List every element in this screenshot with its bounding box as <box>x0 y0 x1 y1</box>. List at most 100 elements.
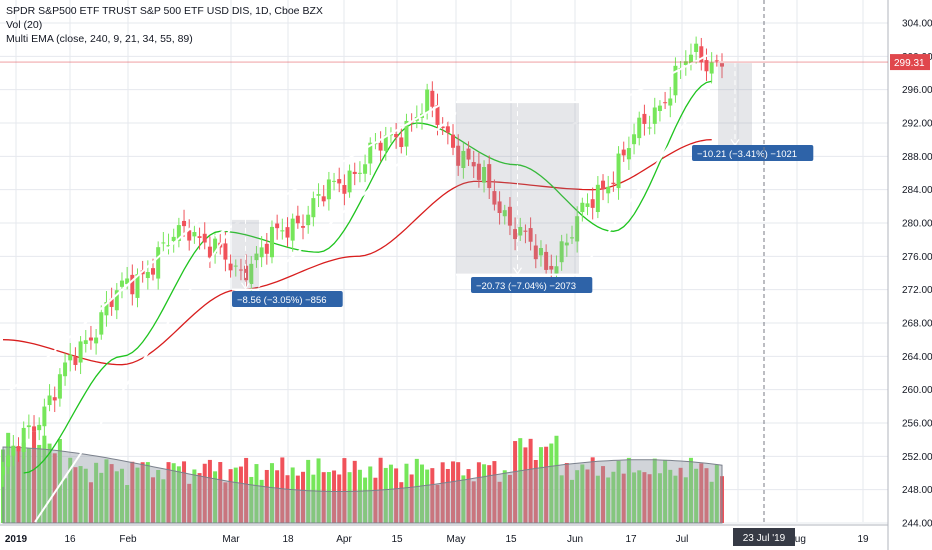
candle-body <box>606 186 611 194</box>
volume-bar <box>399 482 404 523</box>
volume-indicator-label[interactable]: Vol (20) <box>6 19 43 31</box>
volume-bar <box>83 468 88 523</box>
volume-bar <box>471 481 476 523</box>
drawings[interactable]: −8.56 (−3.05%) −856 −20.73 (−7.04%) −2073… <box>0 54 814 523</box>
volume-bar <box>295 475 300 523</box>
candle-body <box>497 201 502 214</box>
y-tick-label: 272.00 <box>902 285 932 296</box>
volume-bar <box>233 467 238 523</box>
candle-body <box>451 134 456 148</box>
x-tick-label: Jun <box>567 534 583 545</box>
y-tick-label: 288.00 <box>902 152 932 163</box>
volume-bar <box>528 438 533 523</box>
candle-body <box>16 446 21 452</box>
candle-body <box>482 167 487 183</box>
measure-arrow-head <box>513 267 522 275</box>
volume-bar <box>42 435 47 523</box>
candle-body <box>321 196 326 202</box>
candle-body <box>254 253 259 261</box>
volume-bar <box>621 473 626 523</box>
candle-body <box>285 227 290 238</box>
candle-body <box>575 216 580 242</box>
x-tick-label: Mar <box>222 534 240 545</box>
candle-body <box>554 266 559 274</box>
candle-body <box>68 354 73 361</box>
volume-bar <box>544 446 549 523</box>
volume-bar <box>311 474 316 523</box>
volume-bar <box>223 482 228 523</box>
candle-body <box>11 446 16 456</box>
candle-body <box>197 236 202 238</box>
candlesticks[interactable] <box>1 36 724 487</box>
volume-bar <box>6 432 11 523</box>
volume-bar <box>73 467 78 523</box>
trend-line <box>0 205 216 401</box>
volume-bar <box>652 458 657 523</box>
candle-body <box>357 172 362 174</box>
ema-indicator-label[interactable]: Multi EMA (close, 240, 9, 21, 34, 55, 89… <box>6 33 193 45</box>
candle-body <box>21 427 26 452</box>
candle-body <box>249 263 254 285</box>
volume-bar <box>601 466 606 523</box>
y-tick-label: 268.00 <box>902 319 932 330</box>
symbol-title[interactable]: SPDR S&P500 ETF TRUST S&P 500 ETF USD DI… <box>6 5 323 17</box>
volume-bar <box>611 471 616 523</box>
volume-bar <box>647 474 652 523</box>
measure-label-bg <box>692 145 814 161</box>
volume-bar <box>63 478 68 523</box>
volume-bar <box>419 464 424 523</box>
candle-body <box>32 426 37 432</box>
candle-body <box>223 243 228 260</box>
candle-body <box>688 54 693 65</box>
candle-body <box>440 126 445 129</box>
volume-bar <box>564 463 569 523</box>
candle-body <box>42 406 47 427</box>
volume-bar <box>523 447 528 523</box>
volume-bar <box>57 438 62 523</box>
volume-bar <box>32 431 37 523</box>
volume-bar <box>218 462 223 523</box>
candle-body <box>637 117 642 139</box>
candle-body <box>326 179 331 200</box>
candle-body <box>595 184 600 213</box>
candle-body <box>114 290 119 311</box>
candle-body <box>171 236 176 242</box>
candle-body <box>378 142 383 151</box>
volume-bar <box>368 466 373 523</box>
trend-line <box>214 97 453 237</box>
volume-bar <box>176 466 181 523</box>
volume-bar <box>161 479 166 523</box>
ema-lines <box>2 80 712 474</box>
volume-bar <box>694 468 699 523</box>
candle-body <box>668 98 673 106</box>
volume-bar <box>404 463 409 523</box>
measure-label: −8.56 (−3.05%) −856 <box>237 295 327 306</box>
candle-body <box>156 247 161 279</box>
volume-bar <box>301 471 306 523</box>
candle-body <box>580 202 585 213</box>
volume-bar <box>585 469 590 523</box>
candle-body <box>544 251 549 270</box>
candle-body <box>264 243 269 254</box>
volume-bar <box>409 474 414 523</box>
candle-body <box>233 265 238 267</box>
trend-line <box>257 107 463 288</box>
candle-body <box>119 280 124 287</box>
y-tick-label: 252.00 <box>902 452 932 463</box>
volume-bar <box>538 447 543 523</box>
candle-body <box>549 265 554 270</box>
volume-bar <box>197 473 202 523</box>
x-tick-label: Jul <box>676 534 689 545</box>
volume-bar <box>699 463 704 523</box>
candle-body <box>259 247 264 258</box>
candle-body <box>704 60 709 72</box>
volume-bar <box>332 470 337 523</box>
candle-body <box>26 425 31 428</box>
y-tick-label: 296.00 <box>902 85 932 96</box>
last-price-label: 299.31 <box>894 58 925 69</box>
volume-bar <box>244 457 249 523</box>
volume-bar <box>435 484 440 523</box>
